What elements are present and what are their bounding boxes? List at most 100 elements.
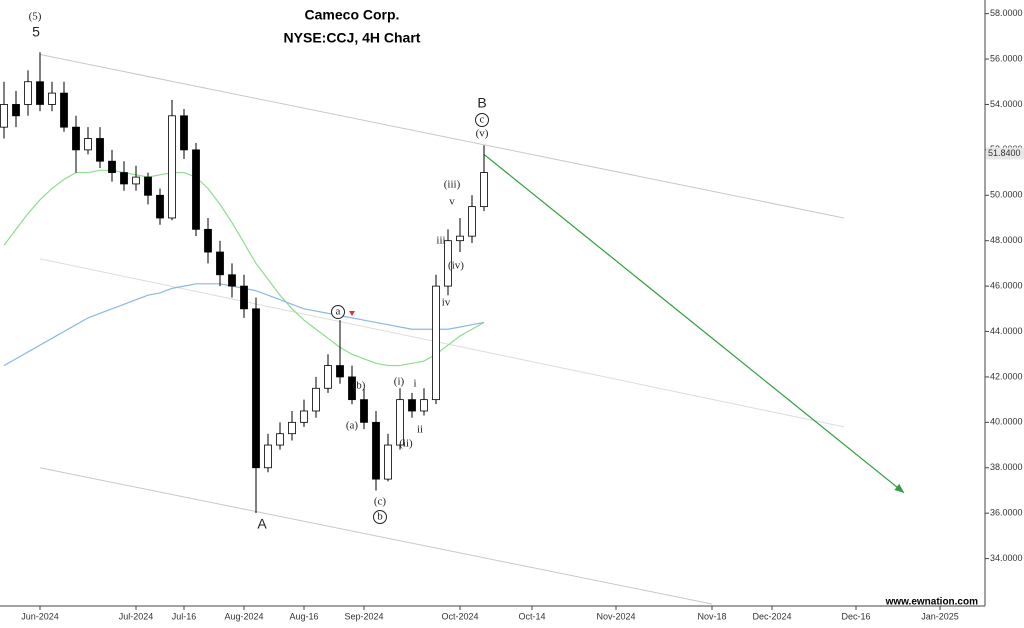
y-tick-label: 42.0000	[990, 371, 1023, 381]
wave-label: (v)	[476, 128, 489, 140]
x-tick-label: Oct-2024	[441, 611, 478, 621]
candle-body	[456, 235, 464, 242]
candle-body	[24, 81, 32, 105]
wave-label: c	[480, 114, 485, 126]
candle-body	[336, 365, 344, 378]
annotation-circle	[331, 305, 345, 319]
wave-label: b	[377, 511, 383, 523]
y-tick-label: 54.0000	[990, 99, 1023, 109]
candle-body	[324, 365, 332, 389]
wave-label: A	[257, 516, 267, 532]
wave-label: i	[413, 378, 416, 390]
wave-label: (c)	[374, 496, 387, 508]
wave-label: a	[336, 306, 341, 318]
wave-label: (ii)	[399, 438, 413, 450]
y-tick-label: 46.0000	[990, 280, 1023, 290]
candle-body	[240, 285, 248, 310]
wave-label: (i)	[394, 376, 405, 388]
candle-body	[144, 176, 152, 196]
candle-body	[396, 399, 404, 446]
candle-body	[348, 376, 356, 401]
candle-body	[276, 433, 284, 446]
x-tick-label: Dec-16	[841, 611, 870, 621]
x-tick-label: Jan-2025	[921, 611, 959, 621]
candle-body	[192, 149, 200, 230]
wave-label: (5)	[29, 11, 42, 23]
trendline	[39, 54, 845, 219]
y-tick-label: 56.0000	[990, 53, 1023, 63]
trendline	[39, 258, 845, 428]
x-tick-label: Oct-14	[518, 611, 545, 621]
y-tick-label: 50.0000	[990, 190, 1023, 200]
x-tick-label: Jun-2024	[21, 611, 59, 621]
wave-label: ii	[417, 424, 423, 436]
watermark: www.ewnation.com	[885, 597, 979, 608]
chart-title: Cameco Corp.	[305, 7, 400, 23]
trendline	[39, 467, 713, 605]
candle-body	[312, 387, 320, 412]
candle-body	[432, 285, 440, 401]
wave-label: B	[477, 95, 486, 111]
wave-label: 5	[32, 24, 40, 40]
candle-body	[216, 251, 224, 276]
y-tick-label: 58.0000	[990, 8, 1023, 18]
last-price-label: 51.8400	[988, 148, 1021, 158]
candle-body	[360, 399, 368, 423]
wave-label: (b)	[353, 380, 366, 392]
candle-body	[300, 410, 308, 423]
candle-body	[204, 228, 212, 253]
candle-body	[384, 444, 392, 480]
y-tick-label: 36.0000	[990, 508, 1023, 518]
candle-body	[156, 194, 164, 219]
x-tick-label: Sep-2024	[344, 611, 383, 621]
candle-body	[168, 115, 176, 219]
candle-body	[132, 176, 140, 185]
candle-body	[480, 172, 488, 208]
candle-body	[228, 274, 236, 287]
candle-body	[180, 115, 188, 151]
wave-label: iv	[442, 297, 451, 309]
y-tick-label: 38.0000	[990, 462, 1023, 472]
candle-body	[120, 172, 128, 185]
candle-body	[84, 138, 92, 151]
annotation-circle	[373, 510, 387, 524]
candle-body	[72, 126, 80, 151]
candle-body	[108, 160, 116, 173]
x-tick-label: Aug-16	[289, 611, 318, 621]
y-tick-label: 34.0000	[990, 553, 1023, 563]
candle-body	[60, 92, 68, 128]
wave-label: (iii)	[444, 179, 461, 191]
y-tick-label: 40.0000	[990, 417, 1023, 427]
wave-label: (a)	[346, 420, 359, 432]
annotation-circle	[475, 113, 489, 127]
x-tick-label: Aug-2024	[224, 611, 263, 621]
last-price-box	[986, 147, 1024, 160]
candle-body	[36, 81, 44, 105]
x-tick-label: Jul-2024	[119, 611, 154, 621]
wave-label: (iv)	[448, 260, 464, 272]
candle-body	[468, 206, 476, 237]
wave-label: v	[449, 196, 455, 208]
candle-body	[12, 104, 20, 117]
candle-body	[444, 240, 452, 287]
candle-body	[264, 444, 272, 469]
chart-subtitle: NYSE:CCJ, 4H Chart	[284, 30, 421, 46]
candle-body	[420, 399, 428, 412]
wave-label: iii	[436, 235, 445, 247]
candle-body	[96, 138, 104, 162]
moving-average	[3, 169, 485, 367]
candle-body	[48, 92, 56, 105]
trendline	[483, 153, 905, 494]
candle-body	[0, 104, 8, 128]
candle-body	[372, 421, 380, 480]
y-tick-label: 48.0000	[990, 235, 1023, 245]
candle-body	[408, 399, 416, 412]
x-tick-label: Dec-2024	[752, 611, 791, 621]
x-tick-label: Nov-2024	[596, 611, 635, 621]
x-tick-label: Jul-16	[172, 611, 197, 621]
candle-body	[288, 421, 296, 435]
marker	[349, 311, 355, 316]
